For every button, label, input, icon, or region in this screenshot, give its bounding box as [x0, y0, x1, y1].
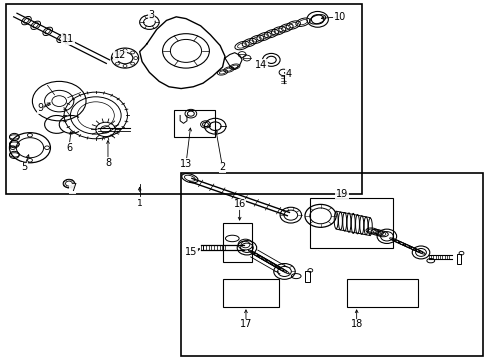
Bar [456, 253, 461, 264]
Text: 13: 13 [180, 159, 192, 169]
Text: 1: 1 [137, 199, 142, 208]
Text: 2: 2 [219, 162, 225, 172]
Bar [222, 279, 278, 307]
Text: 9: 9 [38, 103, 43, 113]
Bar [310, 198, 392, 248]
Text: 17: 17 [239, 319, 252, 329]
Bar [173, 110, 215, 137]
Bar [346, 279, 417, 307]
Bar [5, 4, 361, 194]
Text: 12: 12 [114, 50, 126, 60]
Text: 15: 15 [184, 247, 197, 257]
Text: 14: 14 [255, 59, 267, 69]
Text: 7: 7 [70, 183, 76, 193]
Text: 5: 5 [21, 162, 27, 172]
Text: 6: 6 [66, 143, 72, 153]
Text: 18: 18 [350, 319, 362, 329]
Text: 3: 3 [148, 10, 155, 20]
Text: 16: 16 [233, 199, 245, 210]
Bar [181, 173, 483, 356]
Text: 19: 19 [335, 189, 347, 199]
Bar [305, 271, 310, 282]
Text: 10: 10 [333, 12, 345, 22]
Bar [222, 223, 251, 262]
Text: 4: 4 [285, 69, 291, 79]
Text: 8: 8 [105, 158, 111, 168]
Text: 11: 11 [62, 34, 74, 44]
